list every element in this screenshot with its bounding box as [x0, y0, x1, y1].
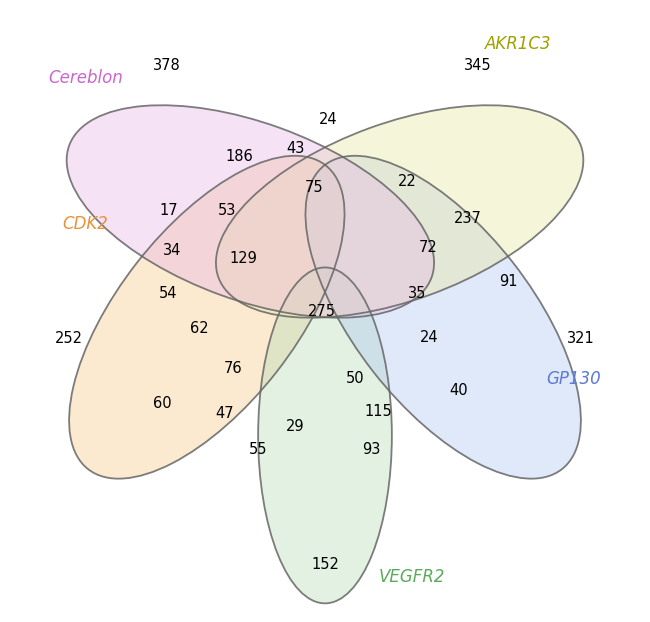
- Text: 93: 93: [363, 442, 381, 457]
- Ellipse shape: [69, 156, 344, 479]
- Text: 76: 76: [224, 361, 242, 376]
- Text: 50: 50: [346, 371, 364, 386]
- Text: 237: 237: [454, 211, 482, 226]
- Text: 40: 40: [449, 383, 468, 398]
- Text: 321: 321: [567, 332, 595, 346]
- Text: 53: 53: [218, 203, 236, 218]
- Text: 186: 186: [226, 149, 253, 164]
- Text: 72: 72: [418, 240, 437, 255]
- Text: CDK2: CDK2: [62, 215, 109, 233]
- Text: 91: 91: [499, 274, 518, 289]
- Text: 60: 60: [153, 396, 172, 411]
- Text: 252: 252: [55, 332, 83, 346]
- Text: 24: 24: [318, 112, 337, 127]
- Text: 22: 22: [398, 174, 417, 189]
- Text: 275: 275: [308, 304, 336, 318]
- Text: 17: 17: [159, 203, 177, 218]
- Ellipse shape: [258, 267, 392, 603]
- Text: 152: 152: [311, 557, 339, 572]
- Ellipse shape: [306, 156, 581, 479]
- Text: 55: 55: [249, 442, 268, 457]
- Text: 29: 29: [286, 419, 304, 434]
- Text: 378: 378: [153, 58, 180, 73]
- Text: VEGFR2: VEGFR2: [379, 569, 445, 586]
- Text: GP130: GP130: [547, 371, 601, 388]
- Text: 75: 75: [304, 180, 323, 195]
- Ellipse shape: [67, 105, 434, 318]
- Text: AKR1C3: AKR1C3: [484, 35, 551, 52]
- Text: 115: 115: [364, 404, 392, 419]
- Text: 345: 345: [463, 58, 491, 73]
- Text: 62: 62: [190, 321, 209, 336]
- Text: 24: 24: [420, 330, 439, 345]
- Text: 43: 43: [286, 141, 304, 156]
- Text: 47: 47: [215, 406, 233, 421]
- Text: 54: 54: [159, 286, 177, 301]
- Text: 34: 34: [163, 243, 182, 258]
- Text: Cereblon: Cereblon: [48, 69, 123, 86]
- Text: 35: 35: [408, 286, 426, 301]
- Ellipse shape: [216, 105, 583, 318]
- Text: 129: 129: [229, 251, 257, 266]
